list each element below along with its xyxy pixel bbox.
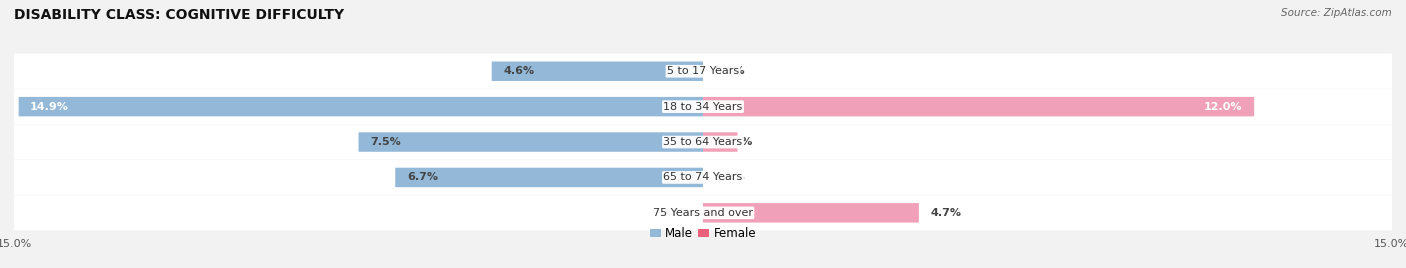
FancyBboxPatch shape (14, 125, 1392, 159)
FancyBboxPatch shape (395, 168, 703, 187)
Text: 7.5%: 7.5% (370, 137, 401, 147)
FancyBboxPatch shape (14, 89, 1392, 124)
FancyBboxPatch shape (14, 54, 1392, 89)
Text: 18 to 34 Years: 18 to 34 Years (664, 102, 742, 112)
Legend: Male, Female: Male, Female (645, 222, 761, 245)
Text: 4.6%: 4.6% (503, 66, 534, 76)
Text: 0.0%: 0.0% (661, 208, 692, 218)
FancyBboxPatch shape (492, 62, 703, 81)
Text: Source: ZipAtlas.com: Source: ZipAtlas.com (1281, 8, 1392, 18)
Text: DISABILITY CLASS: COGNITIVE DIFFICULTY: DISABILITY CLASS: COGNITIVE DIFFICULTY (14, 8, 344, 22)
FancyBboxPatch shape (18, 97, 703, 116)
Text: 12.0%: 12.0% (1204, 102, 1243, 112)
FancyBboxPatch shape (703, 203, 920, 222)
Text: 65 to 74 Years: 65 to 74 Years (664, 172, 742, 183)
Text: 0.0%: 0.0% (714, 172, 745, 183)
FancyBboxPatch shape (703, 97, 1254, 116)
Text: 4.7%: 4.7% (931, 208, 962, 218)
FancyBboxPatch shape (359, 132, 703, 152)
FancyBboxPatch shape (14, 195, 1392, 230)
Text: 75 Years and over: 75 Years and over (652, 208, 754, 218)
Text: 14.9%: 14.9% (30, 102, 69, 112)
Text: 6.7%: 6.7% (406, 172, 437, 183)
Text: 35 to 64 Years: 35 to 64 Years (664, 137, 742, 147)
FancyBboxPatch shape (14, 160, 1392, 195)
Text: 0.75%: 0.75% (714, 137, 752, 147)
FancyBboxPatch shape (703, 132, 738, 152)
Text: 5 to 17 Years: 5 to 17 Years (666, 66, 740, 76)
Text: 0.0%: 0.0% (714, 66, 745, 76)
